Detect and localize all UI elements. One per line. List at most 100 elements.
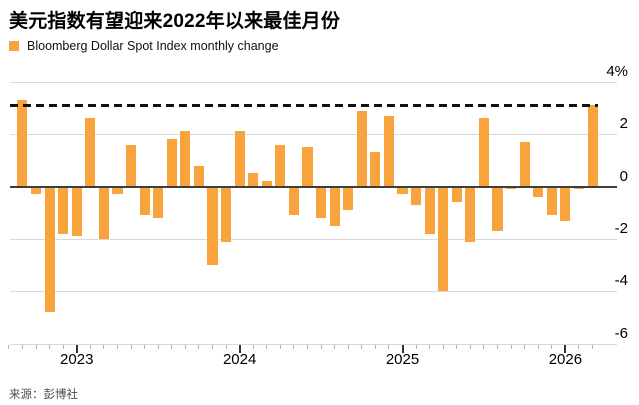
bar-2024-02 bbox=[248, 173, 259, 187]
x-tick-minor bbox=[483, 345, 485, 349]
bar-2023-05 bbox=[125, 144, 137, 187]
x-axis-year-label: 2026 bbox=[548, 351, 583, 368]
x-tick-minor bbox=[279, 345, 281, 349]
bar-2023-01 bbox=[71, 186, 82, 237]
bar-2025-10 bbox=[519, 141, 530, 187]
bar-2023-03 bbox=[98, 186, 109, 239]
y-axis-label: 2 bbox=[619, 115, 628, 133]
x-tick-minor bbox=[184, 345, 186, 349]
x-tick-minor bbox=[211, 345, 213, 349]
bar-2025-06 bbox=[465, 186, 476, 242]
bar-2025-03 bbox=[424, 186, 435, 234]
bar-2024-10 bbox=[356, 110, 367, 187]
x-tick-minor bbox=[347, 345, 349, 349]
x-tick-minor bbox=[524, 345, 526, 349]
x-tick-minor bbox=[89, 345, 91, 349]
bar-2024-07 bbox=[316, 186, 327, 218]
x-tick-minor bbox=[320, 345, 322, 349]
gridline--4 bbox=[10, 291, 617, 293]
bar-2025-07 bbox=[478, 118, 489, 187]
x-tick-minor bbox=[49, 345, 51, 349]
x-tick-major bbox=[401, 345, 404, 353]
bar-2023-07 bbox=[153, 186, 164, 218]
bar-2023-08 bbox=[166, 139, 177, 187]
bar-2024-08 bbox=[329, 186, 340, 226]
bar-2023-02 bbox=[85, 118, 96, 187]
x-tick-minor bbox=[144, 345, 146, 349]
y-axis-label: -2 bbox=[614, 219, 628, 237]
x-tick-minor bbox=[103, 345, 105, 349]
bar-2023-12 bbox=[221, 186, 232, 242]
legend-label: Bloomberg Dollar Spot Index monthly chan… bbox=[27, 39, 279, 53]
bar-2022-10 bbox=[30, 186, 42, 195]
x-tick-minor bbox=[469, 345, 471, 349]
bar-2022-09 bbox=[17, 100, 28, 187]
bar-2024-11 bbox=[370, 152, 381, 187]
y-axis-label: 4% bbox=[606, 62, 628, 80]
bar-2025-05 bbox=[451, 186, 462, 203]
y-axis-label: -4 bbox=[614, 272, 628, 290]
gridline--2 bbox=[10, 238, 617, 240]
bar-2025-01 bbox=[397, 186, 408, 195]
gridline-2 bbox=[10, 134, 617, 136]
x-tick-minor bbox=[225, 345, 227, 349]
bar-2024-04 bbox=[275, 144, 286, 187]
bar-2022-12 bbox=[58, 186, 69, 234]
bar-2024-01 bbox=[234, 131, 245, 187]
bar-2025-04 bbox=[438, 186, 449, 292]
x-tick-minor bbox=[442, 345, 444, 349]
bar-2024-05 bbox=[288, 186, 299, 216]
bar-2024-12 bbox=[383, 115, 394, 187]
x-tick-minor bbox=[171, 345, 173, 349]
y-axis-label: -6 bbox=[614, 324, 628, 342]
x-tick-minor bbox=[578, 345, 580, 349]
bar-2025-09 bbox=[506, 186, 517, 190]
x-tick-minor bbox=[374, 345, 376, 349]
x-tick-minor bbox=[157, 345, 159, 349]
bar-2024-03 bbox=[261, 181, 272, 187]
bar-2024-06 bbox=[302, 147, 313, 187]
zero-line bbox=[10, 185, 617, 188]
x-tick-minor bbox=[429, 345, 431, 349]
x-tick-minor bbox=[537, 345, 539, 349]
y-axis-label: 0 bbox=[619, 167, 628, 185]
x-tick-minor bbox=[293, 345, 295, 349]
bar-2023-06 bbox=[139, 186, 150, 216]
x-tick-major bbox=[564, 345, 567, 353]
x-tick-minor bbox=[388, 345, 390, 349]
x-tick-minor bbox=[592, 345, 594, 349]
x-tick-minor bbox=[510, 345, 512, 349]
bar-2023-04 bbox=[112, 186, 123, 195]
bar-2022-11 bbox=[44, 186, 55, 313]
x-tick-minor bbox=[130, 345, 132, 349]
x-tick-minor bbox=[21, 345, 23, 349]
x-tick-minor bbox=[307, 345, 308, 349]
x-tick-minor bbox=[62, 345, 64, 349]
x-tick-minor bbox=[252, 345, 254, 349]
x-tick-minor bbox=[497, 345, 499, 349]
x-tick-minor bbox=[456, 345, 458, 349]
gridline-4 bbox=[10, 81, 617, 83]
bar-2023-11 bbox=[207, 186, 218, 266]
x-axis-year-label: 2024 bbox=[222, 351, 257, 368]
bar-2026-03 bbox=[587, 105, 598, 187]
bar-2025-12 bbox=[546, 186, 557, 216]
bar-2026-01 bbox=[560, 186, 571, 221]
bar-2025-02 bbox=[411, 186, 422, 205]
bar-2025-08 bbox=[492, 186, 503, 232]
x-tick-major bbox=[75, 345, 78, 353]
source-note: 来源：彭博社 bbox=[9, 389, 78, 401]
x-tick-minor bbox=[266, 345, 268, 349]
legend: Bloomberg Dollar Spot Index monthly chan… bbox=[9, 39, 279, 53]
x-tick-minor bbox=[334, 345, 336, 349]
bar-2025-11 bbox=[533, 186, 544, 197]
chart-title: 美元指数有望迎来2022年以来最佳月份 bbox=[9, 11, 341, 32]
x-tick-minor bbox=[361, 345, 363, 349]
gridline--6 bbox=[10, 343, 617, 345]
x-tick-major bbox=[238, 345, 241, 353]
x-tick-minor bbox=[35, 345, 37, 349]
reference-dashed-line bbox=[10, 104, 598, 107]
bar-2026-02 bbox=[573, 186, 585, 190]
